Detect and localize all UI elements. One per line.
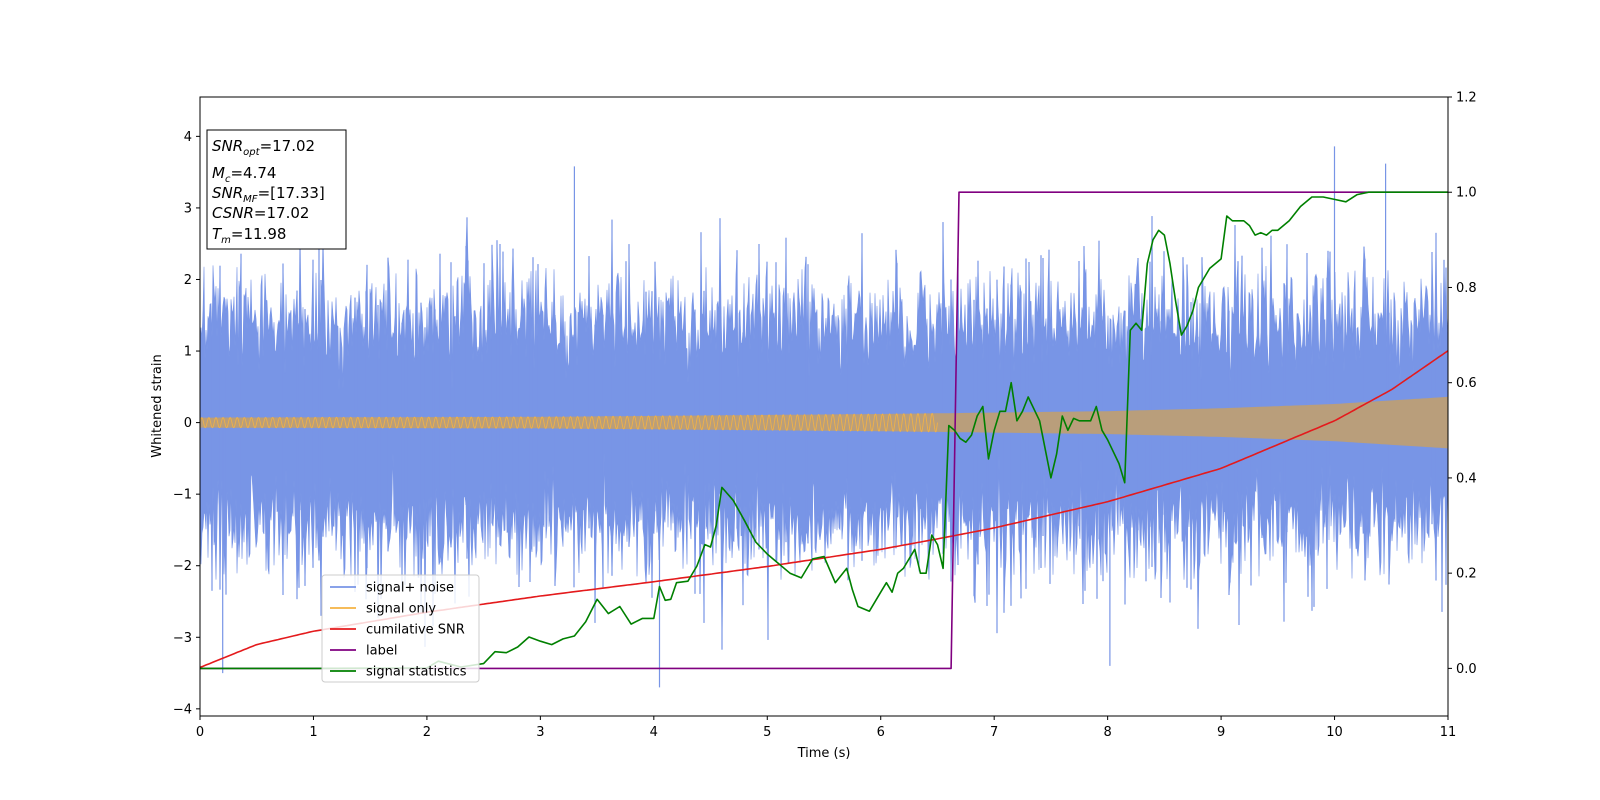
- legend-frame: [321, 574, 480, 683]
- y-left-tick-label: −2: [173, 559, 192, 574]
- legend-item: label: [330, 644, 397, 659]
- x-tick-label: 11: [1440, 725, 1457, 740]
- metrics-box-frame: [206, 129, 347, 250]
- x-tick-label: 4: [650, 725, 658, 740]
- legend-item: cumilative SNR: [330, 623, 465, 638]
- y-axis-left-ticks: −4 −3 −2 −1 0 1 2 3 4: [173, 130, 200, 717]
- metrics-box: SNRopt=17.02 Mc=4.74 SNRMF=[17.33] CSNR=…: [206, 129, 347, 250]
- y-left-tick-label: −4: [173, 702, 192, 717]
- legend-item: signal+ noise: [330, 581, 454, 596]
- y-left-tick-label: 0: [184, 416, 192, 431]
- x-tick-label: 7: [990, 725, 998, 740]
- metric-snr-opt: SNRopt=17.02: [212, 137, 315, 158]
- y-right-tick-label: 0.8: [1456, 281, 1477, 296]
- legend: signal+ noise signal only cumilative SNR la…: [321, 574, 480, 683]
- y-right-tick-label: 0.0: [1456, 662, 1477, 677]
- x-tick-label: 2: [423, 725, 431, 740]
- series-signal-statistics: [200, 191, 1448, 670]
- y-left-tick-label: 1: [184, 345, 192, 360]
- metric-mc: Mc=4.74: [212, 164, 276, 185]
- legend-label: signal statistics: [366, 665, 467, 680]
- x-tick-label: 5: [763, 725, 771, 740]
- y-left-tick-label: −1: [173, 488, 192, 503]
- y-right-tick-label: 0.6: [1456, 376, 1477, 391]
- legend-items: signal+ noise signal only cumilative SNR la…: [330, 581, 467, 680]
- metric-snr-mf: SNRMF=[17.33]: [212, 184, 325, 205]
- series-signal-only-wave: [200, 412, 938, 433]
- y-axis-right-ticks: 0.0 0.2 0.4 0.6 0.8 1.0 1.2: [1448, 91, 1477, 677]
- x-tick-label: 0: [196, 725, 204, 740]
- x-axis-label: Time (s): [797, 746, 851, 761]
- y-right-tick-label: 1.0: [1456, 186, 1477, 201]
- x-tick-label: 9: [1217, 725, 1225, 740]
- x-tick-label: 3: [536, 725, 544, 740]
- x-tick-label: 6: [877, 725, 885, 740]
- metric-csnr: CSNR=17.02: [212, 204, 309, 222]
- legend-item: signal statistics: [330, 665, 467, 680]
- plot-area: [200, 146, 1448, 688]
- x-tick-label: 1: [309, 725, 317, 740]
- y-axis-label: Whitened strain: [150, 354, 165, 457]
- y-left-tick-label: 2: [184, 273, 192, 288]
- legend-label: signal only: [366, 602, 436, 617]
- y-right-tick-label: 0.2: [1456, 567, 1477, 582]
- legend-label: cumilative SNR: [366, 623, 465, 638]
- y-left-tick-label: 3: [184, 201, 192, 216]
- x-axis-ticks: 0 1 2 3 4 5 6 7 8 9 10 11: [196, 716, 1456, 740]
- y-right-tick-label: 0.4: [1456, 471, 1477, 486]
- legend-item: signal only: [330, 602, 436, 617]
- metric-tm: Tm=11.98: [212, 225, 286, 246]
- legend-label: label: [366, 644, 397, 659]
- plot-frame: [199, 96, 1449, 717]
- x-tick-label: 8: [1103, 725, 1111, 740]
- y-right-tick-label: 1.2: [1456, 91, 1477, 106]
- legend-label: signal+ noise: [366, 581, 454, 596]
- y-left-tick-label: −3: [173, 631, 192, 646]
- y-left-tick-label: 4: [184, 130, 192, 145]
- x-tick-label: 10: [1326, 725, 1343, 740]
